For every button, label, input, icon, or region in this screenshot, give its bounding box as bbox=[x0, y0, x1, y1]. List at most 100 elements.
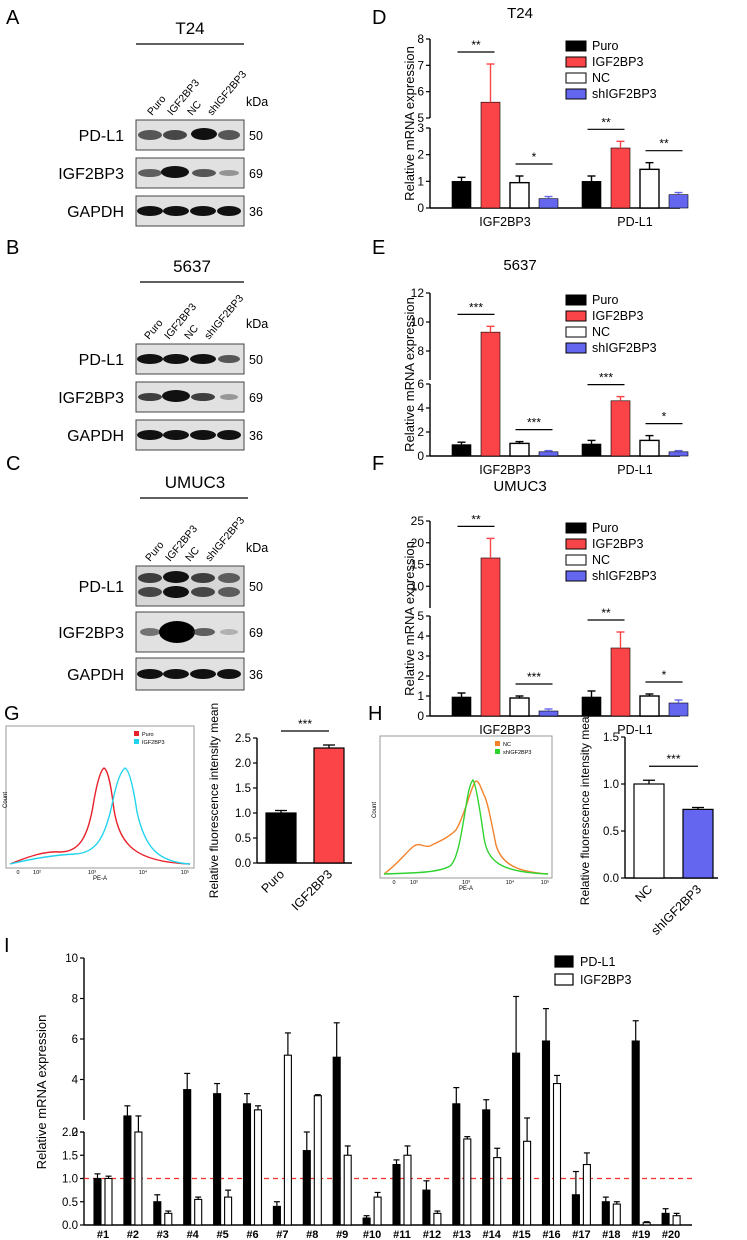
x-tick-label: #14 bbox=[483, 1229, 502, 1240]
blot-kda: 69 bbox=[249, 167, 263, 181]
legend-label: shIGF2BP3 bbox=[592, 569, 657, 583]
bar-pd-l1-sample bbox=[482, 1109, 491, 1226]
x-tick-label: #16 bbox=[542, 1229, 560, 1240]
flow-x-tick: 0 bbox=[16, 870, 19, 876]
y-tick-label: 0 bbox=[417, 201, 424, 215]
y-tick-label: 1.5 bbox=[235, 783, 251, 795]
bar-shigf2bp3-igf2bp3 bbox=[538, 198, 559, 209]
x-tick-label: shIGF2BP3 bbox=[649, 882, 705, 938]
bar-pd-l1-sample bbox=[392, 1164, 401, 1226]
y-axis-label: Relative fluorescence intensity mean bbox=[207, 703, 221, 898]
y-tick-label: 0.5 bbox=[603, 826, 619, 838]
significance-label: * bbox=[662, 410, 667, 424]
panel-letter-h: H bbox=[368, 703, 382, 725]
x-tick-label: #18 bbox=[602, 1229, 620, 1240]
significance-label: ** bbox=[659, 137, 669, 151]
blot-kda: 50 bbox=[249, 353, 263, 367]
y-tick-label: 2.0 bbox=[62, 1127, 78, 1139]
significance-label: *** bbox=[599, 371, 613, 385]
x-tick-label: NC bbox=[632, 882, 655, 905]
y-tick-label: 20 bbox=[411, 536, 425, 550]
flow-legend-label: IGF2BP3 bbox=[142, 740, 165, 746]
bar-pd-l1-sample bbox=[183, 1089, 192, 1226]
bar-igf2bp3 bbox=[313, 747, 345, 864]
flow-x-tick: 10² bbox=[33, 870, 41, 876]
bar-igf2bp3-sample bbox=[582, 1164, 591, 1226]
x-tick-label: #10 bbox=[363, 1229, 381, 1240]
blot-kda: 36 bbox=[249, 668, 263, 682]
x-tick-label: #2 bbox=[127, 1229, 139, 1240]
flow-histogram-h: NC shIGF2BP3 Count PE-A 0 10² 10³ 10⁴ 10… bbox=[372, 735, 553, 892]
bar-igf2bp3-pd-l1 bbox=[610, 400, 631, 457]
significance-label: ** bbox=[601, 606, 611, 620]
bar-igf2bp3-sample bbox=[283, 1054, 292, 1226]
y-tick-label: 6 bbox=[72, 1034, 78, 1046]
bar-shigf2bp3-pd-l1 bbox=[668, 702, 689, 717]
legend-swatch bbox=[565, 522, 587, 534]
x-tick-label: IGF2BP3 bbox=[479, 215, 530, 229]
bar-nc-pd-l1 bbox=[639, 168, 660, 209]
y-tick-label: 3 bbox=[417, 649, 424, 663]
bar-igf2bp3-sample bbox=[134, 1131, 143, 1226]
y-tick-label: 5 bbox=[417, 609, 424, 623]
x-tick-label: #5 bbox=[216, 1229, 228, 1240]
y-tick-label: 2 bbox=[417, 425, 424, 439]
bar-pd-l1-sample bbox=[272, 1205, 281, 1226]
y-tick-label: 25 bbox=[411, 514, 425, 528]
lane-label: Puro bbox=[145, 93, 169, 118]
blot-kda: 36 bbox=[249, 429, 263, 443]
y-tick-label: 2 bbox=[417, 148, 424, 162]
bar-pd-l1-sample bbox=[422, 1189, 431, 1226]
bar-chart-G-bar: 0.0 0.5 1.0 1.5 2.0 2.5 Relative fluorescence … bbox=[207, 703, 352, 913]
flow-curve-puro bbox=[9, 767, 191, 865]
significance-label: *** bbox=[298, 717, 312, 731]
bar-pd-l1-sample bbox=[631, 1040, 640, 1226]
y-tick-label: 15 bbox=[411, 558, 425, 572]
legend-swatch bbox=[565, 310, 587, 322]
bar-pd-l1-sample bbox=[123, 1115, 132, 1226]
bar-pd-l1-sample bbox=[452, 1103, 461, 1226]
significance-label: *** bbox=[666, 752, 680, 766]
significance-label: * bbox=[662, 668, 667, 682]
x-tick-label: #20 bbox=[662, 1229, 680, 1240]
significance-label: *** bbox=[527, 670, 541, 684]
bar-puro bbox=[265, 812, 297, 864]
y-tick-label: 1.0 bbox=[603, 779, 619, 791]
blot-row-label: IGF2BP3 bbox=[58, 390, 124, 407]
x-tick-label: #4 bbox=[187, 1229, 200, 1240]
y-tick-label: 2 bbox=[72, 1127, 78, 1139]
legend-swatch bbox=[565, 40, 587, 52]
western-blot-c: UMUC3 Puro IGF2BP3 NC shIGF2BP3 kDa PD-L… bbox=[58, 473, 268, 691]
y-tick-label: 0 bbox=[417, 449, 424, 463]
legend-label: NC bbox=[592, 325, 610, 339]
kda-unit: kDa bbox=[246, 317, 268, 331]
bar-puro-igf2bp3 bbox=[451, 444, 472, 457]
legend-label: PD-L1 bbox=[580, 955, 615, 969]
blot-row-label: GAPDH bbox=[67, 428, 124, 445]
y-tick-label: 1 bbox=[417, 689, 424, 703]
bar-igf2bp3-sample bbox=[373, 1196, 382, 1226]
panel-letter-f: F bbox=[372, 453, 384, 475]
y-tick-label: 2 bbox=[417, 669, 424, 683]
bar-igf2bp3-sample bbox=[493, 1157, 502, 1226]
y-tick-label: 12 bbox=[411, 286, 425, 300]
y-tick-label: 4 bbox=[417, 629, 424, 643]
bar-nc-igf2bp3 bbox=[509, 442, 530, 457]
blot-row-label: IGF2BP3 bbox=[58, 166, 124, 183]
panel-letter-g: G bbox=[4, 703, 20, 725]
flow-x-label: PE-A bbox=[459, 886, 473, 892]
legend-label: shIGF2BP3 bbox=[592, 87, 657, 101]
lane-label: shIGF2BP3 bbox=[202, 293, 246, 342]
x-tick-label: PD-L1 bbox=[617, 215, 652, 229]
chart-title: UMUC3 bbox=[493, 478, 546, 495]
x-tick-label: #1 bbox=[97, 1229, 109, 1240]
bar-igf2bp3-igf2bp3 bbox=[480, 101, 501, 209]
legend-swatch bbox=[554, 955, 574, 968]
y-tick-label: 6 bbox=[417, 377, 424, 391]
bar-shigf2bp3-igf2bp3 bbox=[538, 451, 559, 457]
x-tick-label: IGF2BP3 bbox=[479, 463, 530, 477]
